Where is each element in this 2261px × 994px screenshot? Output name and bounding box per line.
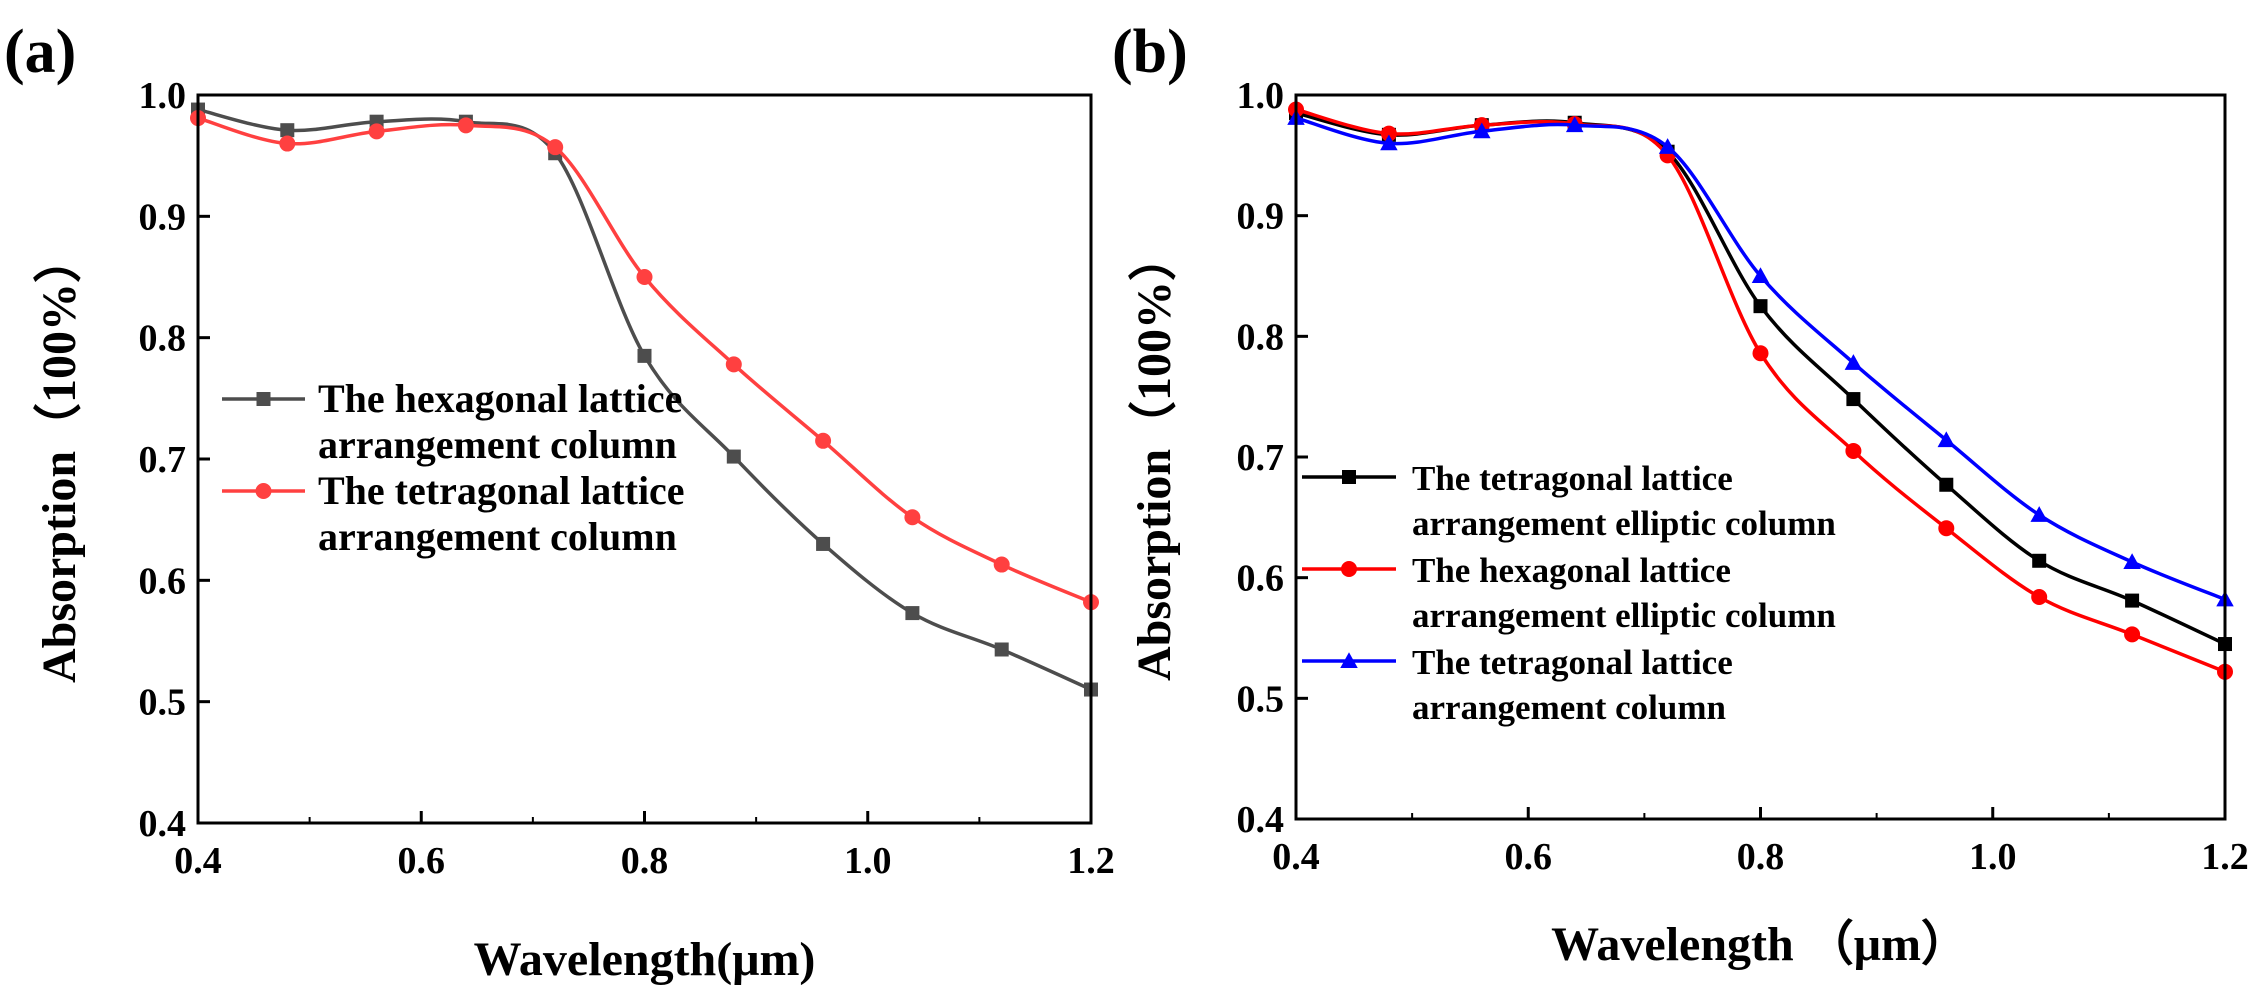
- x-tick-label: 0.6: [398, 840, 446, 882]
- legend-entry: The hexagonal lattice arrangement ellipti…: [1302, 551, 1836, 635]
- data-point-square: [1753, 299, 1768, 314]
- data-point-circle: [547, 139, 564, 156]
- legend-label: arrangement column: [318, 514, 677, 559]
- x-tick-label: 0.4: [1272, 836, 1320, 878]
- data-point-circle: [1845, 442, 1862, 459]
- legend-entry: The tetragonal lattice arrangement column: [1302, 643, 1733, 727]
- data-point-circle: [2124, 626, 2141, 643]
- y-axis-title: Absorption（100%）: [33, 235, 86, 683]
- legend-label: arrangement elliptic column: [1412, 504, 1836, 543]
- legend-label: The tetragonal lattice: [1412, 459, 1733, 498]
- y-tick-label: 0.6: [1237, 558, 1285, 600]
- chart-panel-b: (b) 0.4 0.6 0.8 1.0 1.2 0.4 0.5 0.6 0.7 0.8 0.9 1.0…: [1112, 18, 2249, 971]
- series-layer: [1287, 101, 2234, 680]
- x-tick-label: 0.8: [1737, 836, 1785, 878]
- data-point-circle: [1380, 125, 1397, 142]
- data-point-triangle: [2123, 553, 2141, 569]
- data-point-square: [2032, 553, 2047, 568]
- data-point-square: [256, 392, 271, 406]
- legend-label: The hexagonal lattice: [1412, 551, 1731, 590]
- data-point-triangle: [1473, 122, 1491, 139]
- y-axis-title: Absorption（100%）: [1128, 233, 1181, 681]
- legend-label: arrangement column: [318, 422, 677, 467]
- data-point-triangle: [1380, 134, 1398, 151]
- y-tick-label: 1.0: [1237, 75, 1285, 117]
- data-point-triangle: [1751, 267, 1770, 283]
- x-axis-title: Wavelength(μm): [474, 933, 816, 986]
- data-point-triangle: [1658, 138, 1677, 154]
- data-point-square: [905, 606, 920, 621]
- y-tick-label: 0.9: [139, 196, 187, 238]
- data-point-circle: [993, 556, 1010, 573]
- x-axis-title: Wavelength （μm）: [1551, 918, 1969, 971]
- series: [190, 110, 1099, 611]
- y-tick-label: 0.8: [139, 318, 187, 360]
- series: [1287, 109, 2234, 607]
- ticks-layer: 0.4 0.6 0.8 1.0 1.2 0.4 0.5 0.6 0.7 0.8 0.9 1.0: [1237, 75, 2249, 878]
- x-tick-label: 1.2: [2201, 836, 2249, 878]
- panel-label: (b): [1112, 18, 1188, 86]
- y-tick-label: 1.0: [139, 75, 187, 117]
- chart-panel-a: (a) 0.4 0.6 0.8 1.0 1.2 0.4 0.5 0.6 0.7 0.8 0.9 1.0…: [4, 18, 1115, 986]
- data-point-circle: [1752, 345, 1769, 362]
- ticks-layer: 0.4 0.6 0.8 1.0 1.2 0.4 0.5 0.6 0.7 0.8 0.9 1.0: [139, 75, 1115, 882]
- data-point-square: [994, 642, 1009, 657]
- legend: The tetragonal lattice arrangement ellipt…: [1302, 459, 1836, 727]
- legend-label: The hexagonal lattice: [318, 376, 682, 421]
- data-point-circle: [1938, 520, 1955, 537]
- y-tick-label: 0.5: [1237, 678, 1285, 720]
- data-point-circle: [255, 483, 272, 499]
- data-point-circle: [636, 269, 653, 285]
- data-point-triangle: [1565, 116, 1584, 133]
- data-point-square: [726, 449, 741, 464]
- data-point-square: [637, 348, 652, 363]
- data-point-circle: [815, 432, 832, 449]
- data-point-square: [2125, 593, 2140, 608]
- data-point-circle: [1341, 561, 1357, 577]
- legend-entry: The tetragonal lattice arrangement ellipt…: [1302, 459, 1836, 543]
- series: [1288, 101, 2233, 680]
- data-point-circle: [279, 135, 296, 152]
- x-tick-label: 0.8: [621, 840, 669, 882]
- data-point-square: [1342, 470, 1356, 484]
- y-tick-label: 0.5: [139, 682, 187, 724]
- data-point-triangle: [1844, 354, 1863, 370]
- series-layer: [190, 102, 1099, 697]
- x-tick-label: 1.2: [1067, 840, 1115, 882]
- x-tick-label: 0.4: [174, 840, 222, 882]
- y-tick-label: 0.7: [139, 439, 187, 481]
- y-tick-label: 0.4: [1237, 799, 1285, 841]
- data-point-triangle: [1340, 652, 1358, 668]
- y-tick-label: 0.9: [1237, 196, 1285, 238]
- legend-label: The tetragonal lattice: [1412, 643, 1733, 682]
- legend-label: The tetragonal lattice: [318, 468, 685, 513]
- x-tick-label: 0.6: [1505, 836, 1553, 878]
- data-point-triangle: [2030, 506, 2048, 522]
- legend-label: arrangement column: [1412, 688, 1726, 727]
- data-point-square: [1846, 392, 1861, 407]
- data-point-circle: [2031, 588, 2048, 605]
- data-point-circle: [904, 509, 921, 526]
- data-point-square: [280, 123, 295, 138]
- data-point-triangle: [1937, 431, 1956, 448]
- legend-label: arrangement elliptic column: [1412, 596, 1836, 635]
- data-point-circle: [368, 123, 385, 140]
- data-point-circle: [725, 356, 742, 373]
- y-tick-label: 0.7: [1237, 437, 1285, 479]
- data-point-circle: [457, 117, 474, 134]
- data-point-square: [1939, 477, 1954, 492]
- x-tick-label: 1.0: [1969, 836, 2017, 878]
- data-point-square: [816, 536, 831, 551]
- x-tick-label: 1.0: [844, 840, 892, 882]
- series: [191, 102, 1098, 697]
- y-tick-label: 0.6: [139, 560, 187, 602]
- y-tick-label: 0.8: [1237, 316, 1285, 358]
- y-tick-label: 0.4: [139, 803, 187, 845]
- panel-label: (a): [4, 18, 76, 86]
